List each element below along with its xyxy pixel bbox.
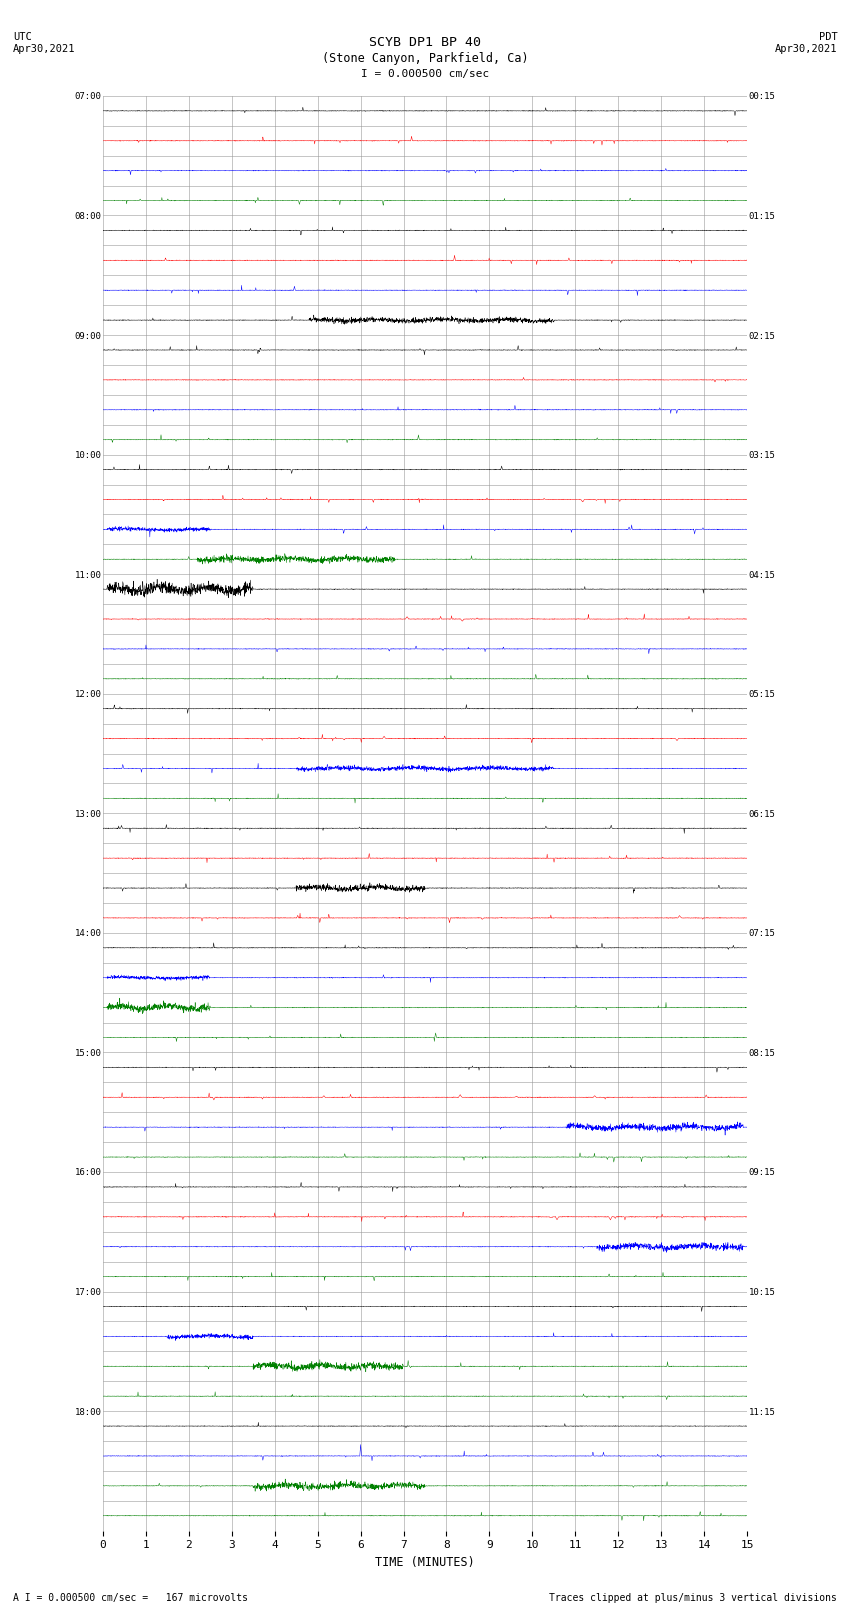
Text: Traces clipped at plus/minus 3 vertical divisions: Traces clipped at plus/minus 3 vertical … [549, 1594, 837, 1603]
Text: I = 0.000500 cm/sec: I = 0.000500 cm/sec [361, 69, 489, 79]
Text: PDT
Apr30,2021: PDT Apr30,2021 [774, 32, 837, 53]
Text: (Stone Canyon, Parkfield, Ca): (Stone Canyon, Parkfield, Ca) [321, 52, 529, 66]
Text: A I = 0.000500 cm/sec =   167 microvolts: A I = 0.000500 cm/sec = 167 microvolts [13, 1594, 247, 1603]
Text: UTC
Apr30,2021: UTC Apr30,2021 [13, 32, 76, 53]
Text: SCYB DP1 BP 40: SCYB DP1 BP 40 [369, 37, 481, 50]
X-axis label: TIME (MINUTES): TIME (MINUTES) [375, 1557, 475, 1569]
